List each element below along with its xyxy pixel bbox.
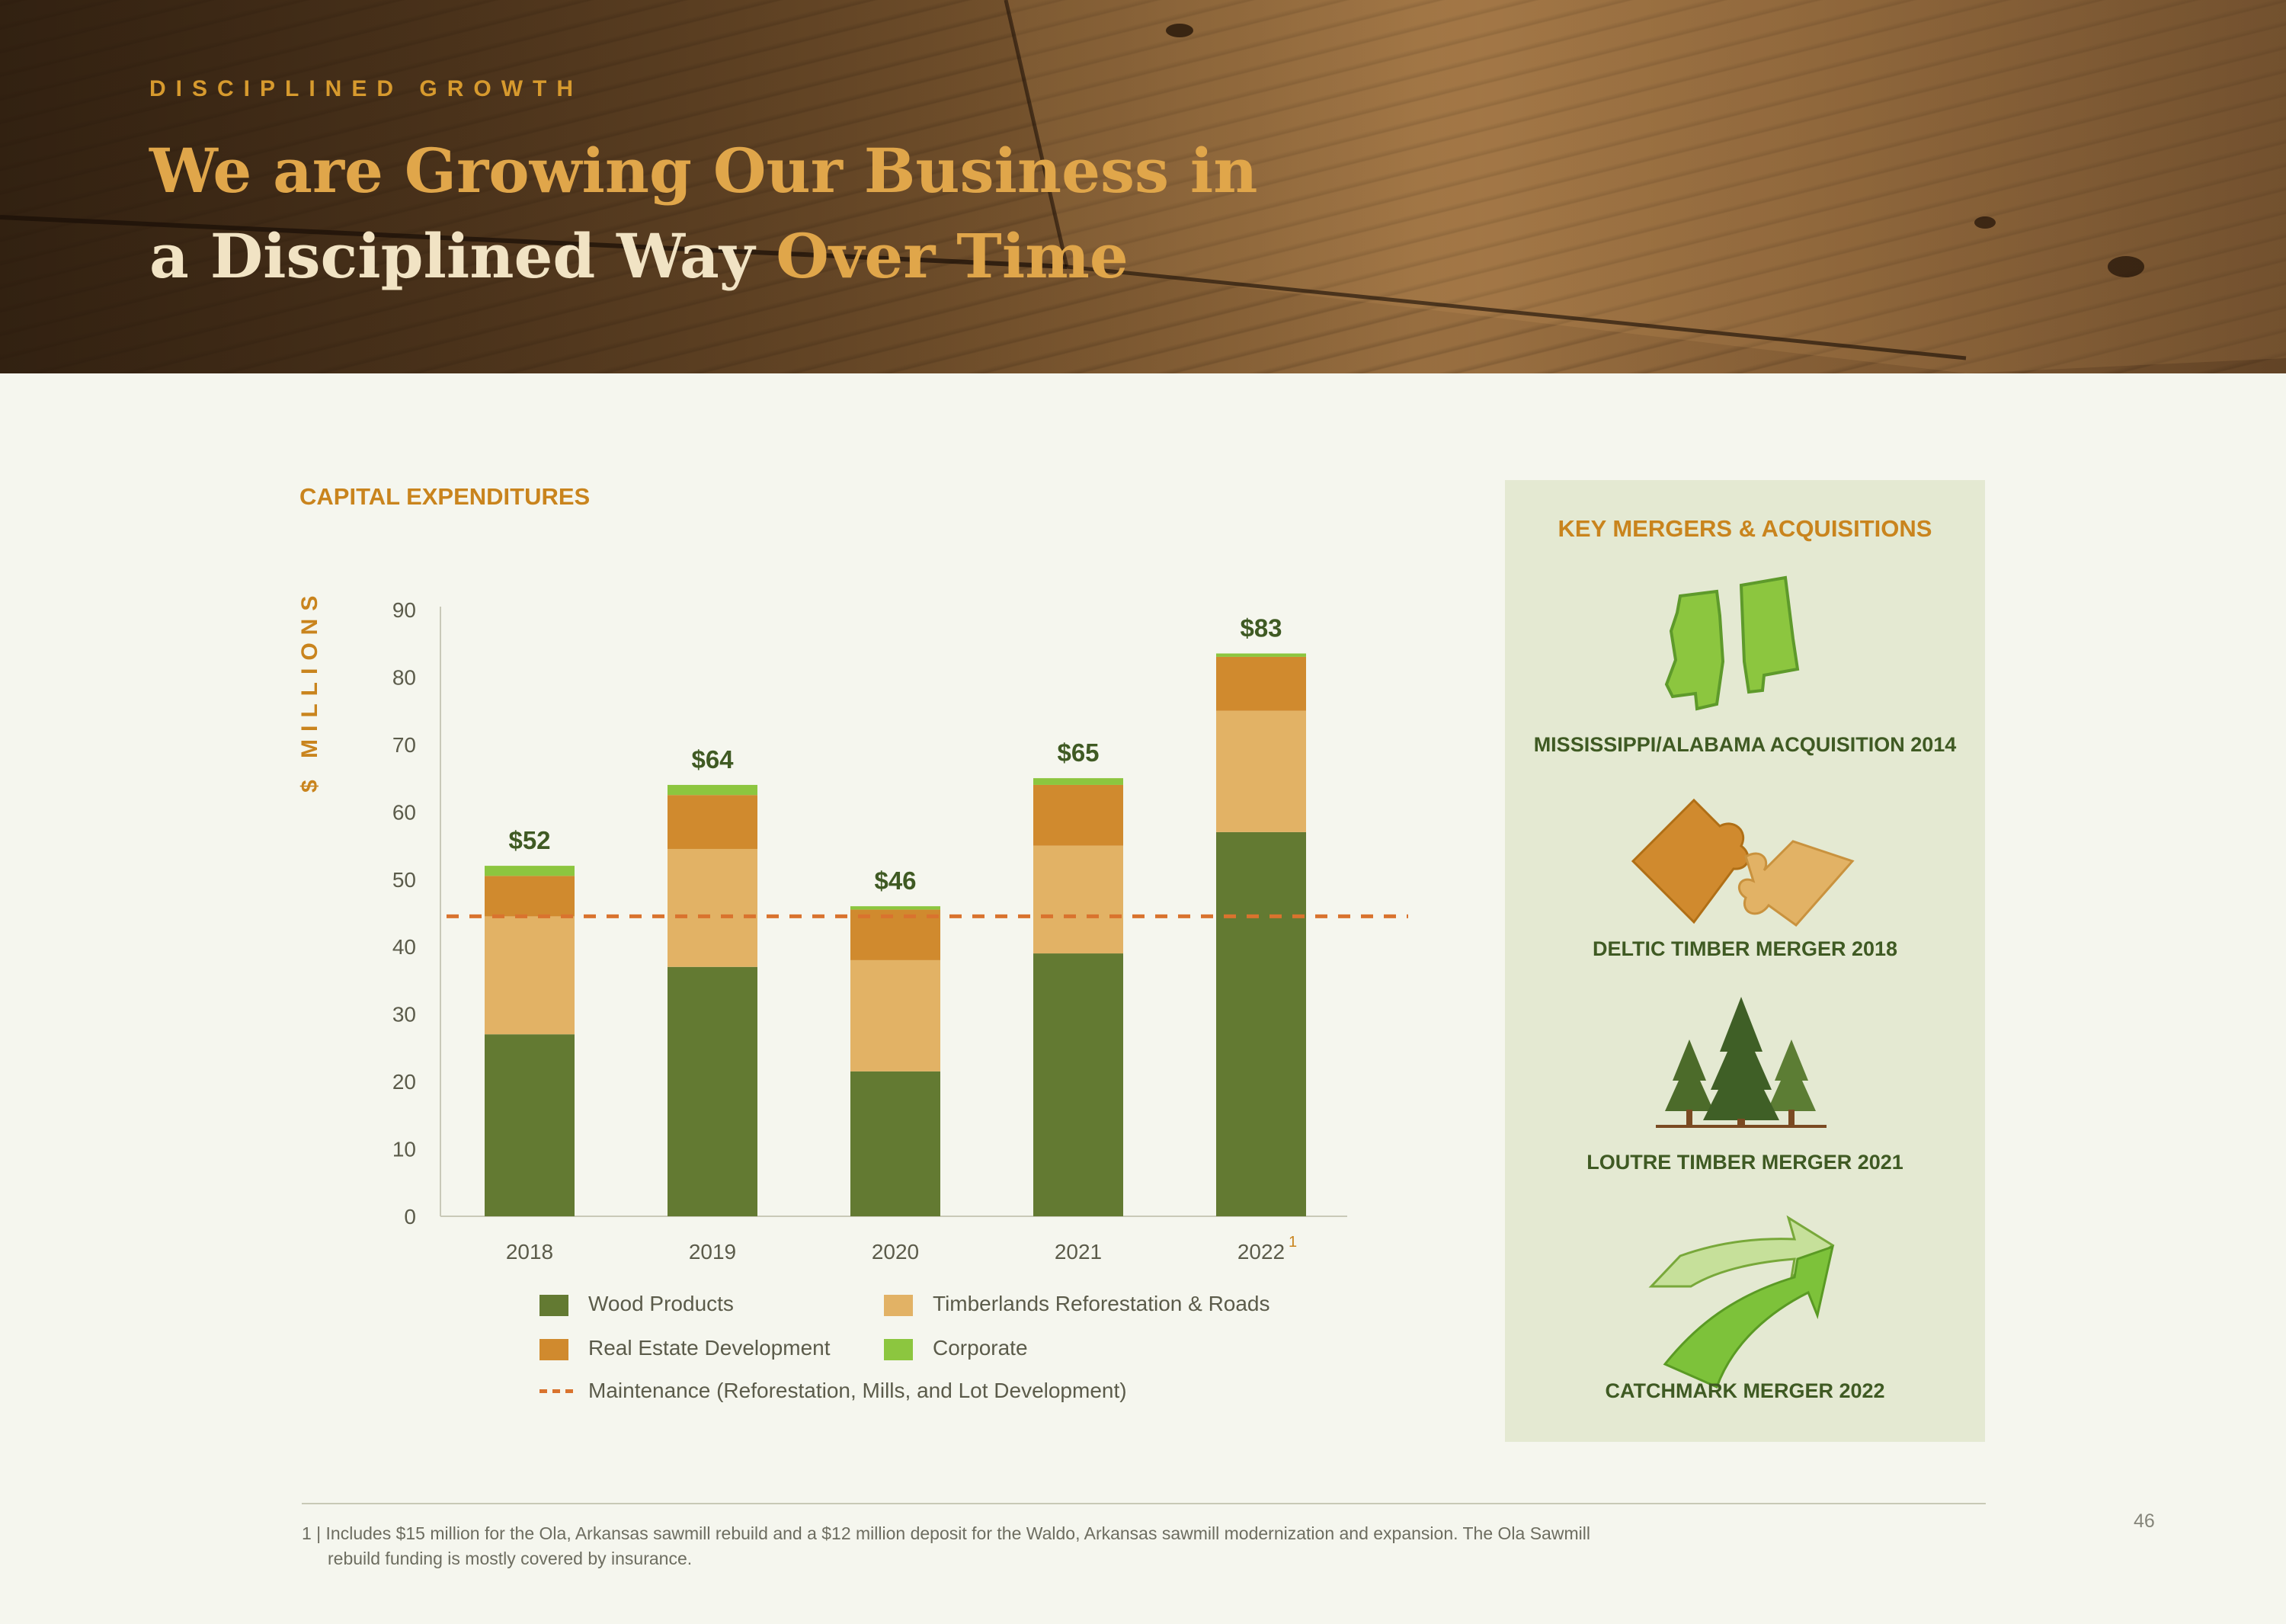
y-tick-label: 80 — [392, 665, 416, 689]
footnote-line-2: rebuild funding is mostly covered by ins… — [328, 1549, 693, 1568]
mergers-acquisitions-panel: KEY MERGERS & ACQUISITIONS MISSISSIPPI/A… — [1505, 480, 1985, 1442]
x-tick-label: 2018 — [506, 1240, 553, 1264]
legend-dash-maintenance — [539, 1389, 573, 1393]
bar-segment-corporate-2021 — [1033, 778, 1123, 785]
page-title: We are Growing Our Business in a Discipl… — [149, 128, 1257, 299]
bar-total-label: $52 — [508, 826, 550, 854]
bar-segment-wood-products-2021 — [1033, 953, 1123, 1216]
footnote-line-1: 1 | Includes $15 million for the Ola, Ar… — [302, 1523, 1590, 1543]
footer-rule — [302, 1503, 1986, 1504]
bar-total-label: $65 — [1057, 738, 1099, 767]
deal-label-mississippi-alabama: MISSISSIPPI/ALABAMA ACQUISITION 2014 — [1533, 733, 1957, 756]
chart-title: CAPITAL EXPENDITURES — [299, 483, 591, 510]
bar-segment-corporate-2019 — [668, 784, 757, 796]
bar-segment-corporate-2020 — [850, 906, 940, 910]
bar-total-label: $46 — [874, 866, 916, 895]
bar-segment-wood-products-2019 — [668, 966, 757, 1216]
panel-title: KEY MERGERS & ACQUISITIONS — [1558, 515, 1932, 542]
x-tick-label: 2021 — [1055, 1240, 1102, 1264]
bar-segment-timberlands-reforestation-roads-2018 — [485, 916, 575, 1035]
legend-swatch-real-estate — [539, 1339, 568, 1360]
capex-bar-chart: 0 10 20 30 40 50 60 70 80 90 $52 2018 $64 2019 $46 2020… — [392, 598, 1408, 1264]
y-tick-label: 30 — [392, 1003, 416, 1027]
title-line-2-highlight: Over Time — [776, 220, 1129, 292]
bar-segment-wood-products-2018 — [485, 1034, 575, 1216]
x-tick-footnote-marker: 1 — [1289, 1234, 1297, 1251]
bar-segment-wood-products-2020 — [850, 1071, 940, 1216]
legend-label-maintenance: Maintenance (Reforestation, Mills, and L… — [588, 1379, 1127, 1402]
y-tick-label: 50 — [392, 868, 416, 892]
deal-label-catchmark: CATCHMARK MERGER 2022 — [1605, 1379, 1885, 1402]
title-line-1: We are Growing Our Business in — [149, 135, 1258, 207]
legend-swatch-timberlands — [884, 1295, 913, 1316]
mississippi-alabama-map-icon — [1664, 575, 1800, 711]
x-tick-label: 2020 — [872, 1240, 919, 1264]
y-tick-label: 60 — [392, 800, 416, 824]
footnote: 1 | Includes $15 million for the Ola, Ar… — [302, 1521, 1750, 1571]
x-tick-label: 2022 — [1237, 1240, 1285, 1264]
legend-label-corporate: Corporate — [933, 1336, 1028, 1360]
section-eyebrow: DISCIPLINED GROWTH — [149, 76, 583, 101]
y-tick-label: 10 — [392, 1138, 416, 1161]
legend-swatch-corporate — [884, 1339, 913, 1360]
y-tick-label: 90 — [392, 598, 416, 622]
merging-arrows-icon — [1648, 1215, 1835, 1389]
bar-total-label: $83 — [1240, 613, 1282, 642]
bar-segment-real-estate-development-2018 — [485, 876, 575, 917]
bar-segment-real-estate-development-2022 — [1216, 656, 1306, 711]
y-tick-label: 20 — [392, 1070, 416, 1094]
page-number: 46 — [2134, 1510, 2155, 1532]
y-tick-label: 70 — [392, 733, 416, 757]
puzzle-pieces-icon — [1631, 798, 1855, 927]
y-tick-label: 0 — [404, 1205, 416, 1228]
legend-swatch-wood-products — [539, 1295, 568, 1316]
bar-segment-real-estate-development-2021 — [1033, 784, 1123, 846]
bar-segment-corporate-2022 — [1216, 653, 1306, 657]
bar-segment-wood-products-2022 — [1216, 831, 1306, 1216]
bar-segment-corporate-2018 — [485, 866, 575, 876]
legend-label-real-estate: Real Estate Development — [588, 1336, 831, 1360]
title-line-2-start: a Disciplined Way — [149, 220, 755, 292]
legend-label-timberlands: Timberlands Reforestation & Roads — [933, 1292, 1270, 1315]
bar-segment-real-estate-development-2019 — [668, 795, 757, 849]
bar-segment-timberlands-reforestation-roads-2020 — [850, 959, 940, 1071]
bar-segment-timberlands-reforestation-roads-2022 — [1216, 710, 1306, 832]
legend-label-wood-products: Wood Products — [588, 1292, 734, 1315]
deal-label-loutre: LOUTRE TIMBER MERGER 2021 — [1586, 1151, 1903, 1174]
bar-segment-timberlands-reforestation-roads-2019 — [668, 848, 757, 967]
header-banner: DISCIPLINED GROWTH We are Growing Our Bu… — [0, 0, 2286, 373]
header-shade — [0, 0, 2286, 373]
title-line-2: a Disciplined Way Over Time — [149, 213, 1257, 299]
y-tick-label: 40 — [392, 935, 416, 959]
bar-segment-timberlands-reforestation-roads-2021 — [1033, 845, 1123, 954]
bar-total-label: $64 — [691, 745, 734, 774]
pine-trees-icon — [1656, 997, 1827, 1128]
deal-label-deltic: DELTIC TIMBER MERGER 2018 — [1592, 937, 1898, 960]
x-tick-label: 2019 — [689, 1240, 736, 1264]
